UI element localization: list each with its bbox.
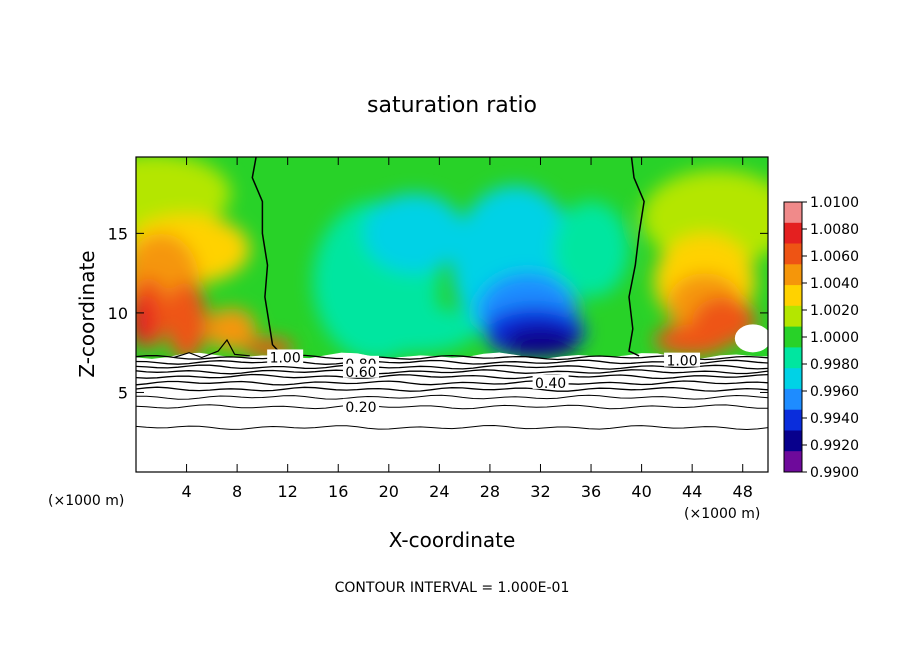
contour-label-bg-4 [532,374,569,389]
plot-frame [135,156,769,473]
field-blob-5 [136,295,155,347]
colorbar-label-2: 1.0060 [810,249,859,265]
colorbar-swatch-5 [784,305,802,328]
colorbar-label-4: 1.0020 [810,303,859,319]
contour-label-bg-5 [342,398,379,413]
contour-line-8 [135,404,769,410]
x-tick-label-48: 48 [733,482,753,501]
colorbar-swatch-12 [784,451,802,473]
colorbar-swatch-3 [784,264,802,286]
colorbar-label-3: 1.0040 [810,276,859,292]
colorbar-swatch-0 [784,202,802,224]
contour-line-9 [135,424,769,431]
colorbar-swatch-7 [784,347,802,369]
contour-label-4: 0.40 [535,376,566,392]
x-unit-left: (×1000 m) [48,493,124,509]
colorbar-swatch-2 [784,243,802,265]
contour-label-0: 1.00 [270,350,301,366]
x-tick-label-12: 12 [278,482,298,501]
colorbar-swatch-6 [784,326,802,348]
contour-line-0 [135,354,769,361]
colorbar-label-5: 1.0000 [810,330,859,346]
colorbar-swatch-1 [784,222,802,245]
contour-label-1: 1.00 [666,354,697,370]
contour-bump [173,338,250,359]
colorbar-label-9: 0.9920 [810,438,859,454]
color-field [136,157,768,360]
contour-label-bg-1 [664,352,701,367]
contour-line-5 [135,380,769,386]
contour-line-6 [135,386,769,392]
x-tick-label-40: 40 [631,482,651,501]
colorbar: 1.0100 1.0080 1.0060 1.0040 1.0020 1.0000 0.99… [783,195,859,481]
contour-label-bg-3 [342,363,379,378]
colorbar-label-7: 0.9960 [810,384,859,400]
field-blob-14 [350,304,478,353]
y-tick-label-10: 10 [108,304,128,323]
contour-line-2 [135,364,769,370]
x-unit-right: (×1000 m) [684,506,760,522]
contour-line-3 [135,369,769,375]
x-tick-label-24: 24 [429,482,449,501]
colorbar-label-10: 0.9900 [810,465,859,481]
contour-label-3: 0.60 [345,365,376,381]
field-blob-0 [136,157,231,234]
x-axis-ticks: 4 8 12 16 20 24 28 32 36 40 44 48 [181,157,753,501]
field-blob-6 [205,308,257,350]
contour-interval-footer: CONTOUR INTERVAL = 1.000E-01 [335,580,570,596]
x-tick-label-36: 36 [581,482,601,501]
field-blob-9 [363,193,465,274]
saturation-gap [734,324,768,353]
y-axis-ticks: 5 10 15 [108,224,768,402]
colorbar-label-6: 0.9980 [810,357,859,373]
contour-label-bg-0 [267,349,304,364]
contour-line-1 [135,359,769,365]
colorbar-label-0: 1.0100 [810,195,859,211]
contour-lines: 1.001.000.800.600.400.20 [135,156,769,431]
y-axis-label: Z-coordinate [75,250,99,377]
colorbar-swatch-10 [784,409,802,431]
field-blobs [136,157,768,360]
x-tick-label-28: 28 [480,482,500,501]
colorbar-swatch-4 [784,285,802,307]
colorbar-swatch-11 [784,430,802,452]
field-blob-20 [654,324,731,356]
colorbar-swatch-9 [784,388,802,411]
field-blob-15 [553,201,629,297]
chart-title: saturation ratio [367,93,537,118]
contour-1-00-right [628,156,645,357]
contour-line-7 [135,394,769,400]
field-blob-13 [502,325,579,358]
contour-line-4 [135,373,769,380]
field-blob-4 [166,281,207,360]
x-tick-label-44: 44 [682,482,702,501]
y-tick-label-15: 15 [108,224,128,243]
y-tick-label-5: 5 [118,383,128,402]
colorbar-label-1: 1.0080 [810,222,859,238]
colorbar-label-8: 0.9940 [810,411,859,427]
x-tick-label-16: 16 [328,482,348,501]
x-tick-label-8: 8 [232,482,242,501]
x-tick-label-20: 20 [379,482,399,501]
contour-label-5: 0.20 [345,400,376,416]
x-tick-label-4: 4 [181,482,191,501]
colorbar-swatch-8 [784,368,802,390]
x-axis-label: X-coordinate [389,528,516,552]
x-tick-label-32: 32 [530,482,550,501]
